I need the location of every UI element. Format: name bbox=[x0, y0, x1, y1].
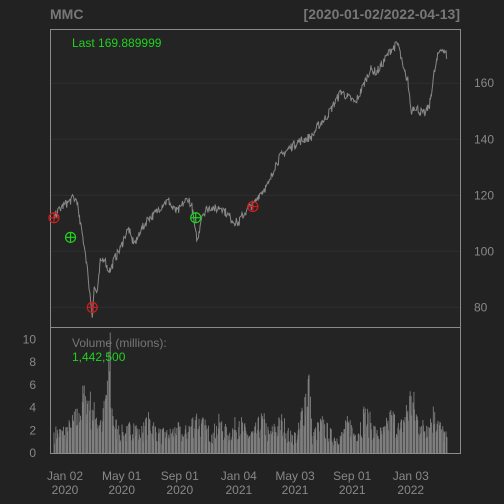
x-tick-year-label: 2021 bbox=[282, 483, 309, 497]
x-tick-label: May 01 bbox=[102, 469, 142, 483]
volume-tick-label: 2 bbox=[29, 423, 36, 437]
price-series bbox=[53, 41, 448, 318]
x-tick-label: Sep 01 bbox=[333, 469, 371, 483]
chart-date-range: [2020-01-02/2022-04-13] bbox=[304, 6, 460, 22]
x-tick-year-label: 2021 bbox=[339, 483, 366, 497]
x-tick-year-label: 2020 bbox=[108, 483, 135, 497]
volume-tick-label: 6 bbox=[29, 378, 36, 392]
x-tick-year-label: 2020 bbox=[52, 483, 79, 497]
x-tick-year-label: 2022 bbox=[397, 483, 424, 497]
chart-symbol-title: MMC bbox=[50, 6, 83, 22]
volume-tick-label: 4 bbox=[29, 401, 36, 415]
volume-value: 1,442,500 bbox=[72, 350, 126, 364]
signal-markers bbox=[48, 200, 259, 313]
buy-signal-marker bbox=[64, 231, 77, 243]
x-tick-label: Sep 01 bbox=[161, 469, 199, 483]
price-line bbox=[53, 41, 448, 318]
sell-signal-marker bbox=[247, 200, 259, 213]
price-tick-label: 80 bbox=[474, 300, 488, 314]
x-tick-year-label: 2021 bbox=[225, 483, 252, 497]
x-tick-year-label: 2020 bbox=[166, 483, 193, 497]
x-tick-label: Jan 03 bbox=[393, 469, 429, 483]
volume-tick-label: 10 bbox=[23, 332, 37, 346]
volume-label: Volume (millions): bbox=[72, 336, 167, 350]
buy-signal-marker bbox=[190, 212, 202, 224]
price-tick-label: 140 bbox=[474, 132, 494, 146]
price-tick-label: 120 bbox=[474, 188, 494, 202]
x-tick-label: Jan 04 bbox=[221, 469, 257, 483]
sell-signal-marker bbox=[48, 212, 60, 224]
volume-tick-label: 8 bbox=[29, 355, 36, 369]
volume-bars bbox=[53, 332, 448, 453]
last-price-label: Last 169.889999 bbox=[72, 36, 162, 50]
x-tick-label: Jan 02 bbox=[47, 469, 83, 483]
price-tick-label: 160 bbox=[474, 76, 494, 90]
price-tick-label: 100 bbox=[474, 244, 494, 258]
sell-signal-marker bbox=[86, 301, 98, 313]
price-panel bbox=[50, 29, 461, 328]
x-tick-label: May 03 bbox=[275, 469, 315, 483]
volume-tick-label: 0 bbox=[29, 446, 36, 460]
